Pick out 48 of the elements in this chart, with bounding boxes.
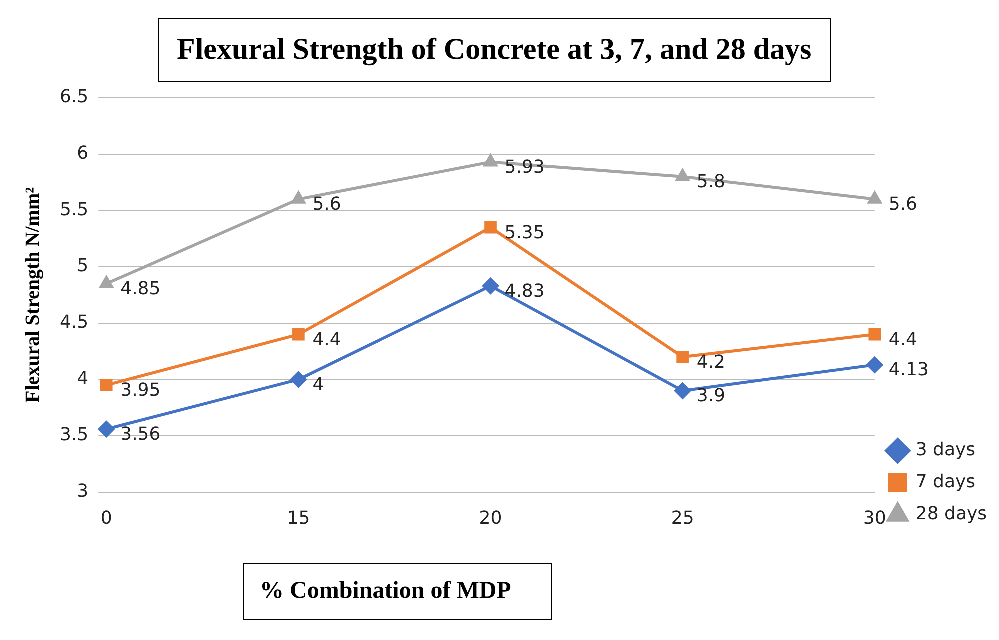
point	[675, 168, 690, 182]
legend-label: 3 days	[916, 440, 976, 461]
data-label: 4.2	[696, 352, 726, 373]
point	[291, 190, 306, 204]
data-label: 5.6	[888, 194, 918, 216]
legend-label: 28 days	[916, 504, 988, 525]
x-tick-label: 0	[100, 508, 112, 529]
y-tick-label: 6.5	[60, 86, 89, 108]
point	[674, 382, 692, 400]
x-tick-label: 30	[863, 508, 886, 529]
x-tick-label: 15	[287, 508, 310, 529]
data-label: 4	[312, 374, 324, 396]
point	[483, 154, 498, 167]
data-label: 5.35	[504, 222, 545, 244]
y-tick-label: 4.5	[60, 312, 89, 334]
x-tick-label: 25	[671, 508, 694, 529]
point	[482, 278, 500, 295]
data-label: 3.95	[120, 380, 161, 402]
data-label: 4.13	[888, 360, 929, 381]
data-label: 3.56	[120, 424, 161, 445]
y-tick-label: 4	[77, 368, 89, 390]
legend-label: 7 days	[916, 472, 976, 493]
point	[292, 328, 305, 341]
point	[98, 420, 116, 438]
x-tick-label: 20	[479, 508, 502, 529]
point	[484, 221, 497, 234]
y-tick-label: 3.5	[60, 424, 89, 446]
data-label: 4.83	[504, 280, 545, 302]
y-tick-label: 5	[77, 256, 89, 277]
point	[676, 351, 689, 364]
point	[867, 190, 882, 204]
point	[290, 371, 308, 388]
x-axis-title: % Combination of MDP	[243, 563, 552, 620]
data-label: 5.6	[312, 194, 342, 216]
data-label: 5.93	[504, 156, 545, 178]
data-label: 4.4	[888, 329, 918, 350]
point	[99, 275, 114, 288]
point	[866, 356, 884, 374]
chart-title: Flexural Strength of Concrete at 3, 7, and 28 days	[158, 18, 831, 82]
data-label: 5.8	[696, 172, 726, 193]
data-label: 4.4	[312, 329, 342, 350]
y-axis-title: Flexural Strength N/mm²	[22, 187, 44, 404]
y-tick-label: 6	[77, 143, 89, 164]
y-tick-label: 5.5	[60, 199, 89, 220]
data-label: 4.85	[120, 278, 161, 300]
data-label: 3.9	[696, 386, 726, 407]
y-tick-label: 3	[77, 481, 89, 502]
point	[868, 328, 882, 341]
